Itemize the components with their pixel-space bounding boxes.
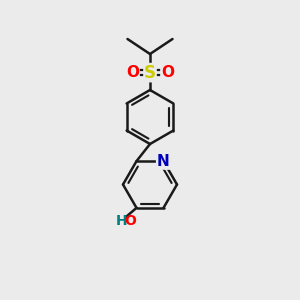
- Text: H: H: [116, 214, 127, 228]
- Text: N: N: [157, 154, 170, 169]
- Text: O: O: [126, 65, 139, 80]
- Text: O: O: [161, 65, 174, 80]
- Text: O: O: [124, 214, 136, 228]
- Text: S: S: [144, 64, 156, 82]
